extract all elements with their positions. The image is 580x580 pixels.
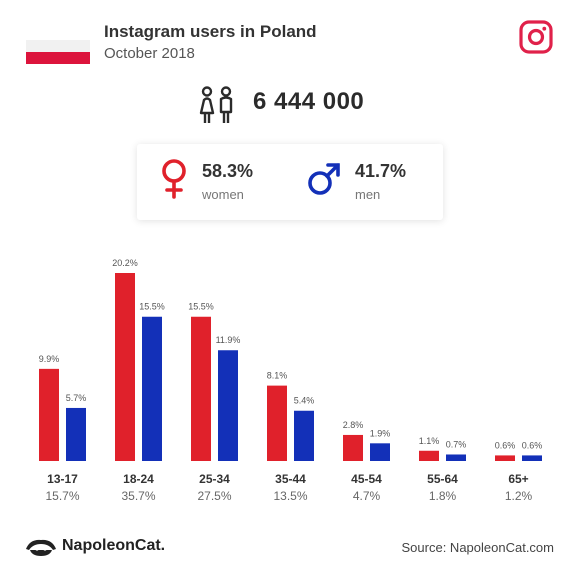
age-group-share-label: 4.7%: [353, 489, 381, 503]
data-label-men: 11.9%: [216, 335, 241, 345]
bar-men: [142, 316, 162, 461]
data-label-men: 5.4%: [294, 396, 315, 406]
bar-women: [495, 455, 515, 461]
bar-men: [218, 350, 238, 461]
age-group-label: 45-54: [351, 472, 382, 486]
age-group-label: 35-44: [275, 472, 306, 486]
age-group-share-label: 27.5%: [197, 489, 231, 503]
age-group-share-label: 1.2%: [505, 489, 533, 503]
age-gender-bar-chart: 9.9% 5.7% 13-17 15.7% 20.2% 15.5% 18-24 35.7% 15…: [39, 258, 543, 503]
men-label: men: [355, 187, 381, 202]
men-percentage: 41.7%: [355, 161, 407, 181]
data-label-women: 0.6%: [495, 440, 516, 450]
data-label-men: 15.5%: [139, 302, 165, 312]
male-icon: [308, 163, 340, 195]
data-label-women: 15.5%: [188, 302, 214, 312]
data-label-women: 9.9%: [39, 354, 60, 364]
data-label-men: 5.7%: [66, 393, 87, 403]
age-group-label: 65+: [508, 472, 528, 486]
bar-women: [343, 434, 363, 461]
bar-men: [446, 454, 466, 461]
age-group-share-label: 35.7%: [121, 489, 155, 503]
age-group-share-label: 13.5%: [273, 489, 307, 503]
bar-men: [522, 455, 542, 461]
women-percentage: 58.3%: [202, 161, 254, 181]
age-group-share-label: 15.7%: [45, 489, 79, 503]
chart-subtitle: October 2018: [104, 45, 195, 62]
users-icon: [199, 86, 233, 123]
bar-men: [294, 410, 314, 461]
bar-women: [191, 316, 211, 461]
age-group-label: 18-24: [123, 472, 154, 486]
instagram-icon: [519, 20, 553, 54]
brand-name: NapoleonCat.: [62, 537, 166, 554]
bar-women: [419, 450, 439, 461]
data-label-men: 0.6%: [522, 440, 543, 450]
data-label-women: 8.1%: [267, 371, 288, 381]
data-label-women: 20.2%: [112, 258, 138, 268]
age-group-label: 55-64: [427, 472, 458, 486]
female-icon: [162, 159, 186, 199]
chart-title: Instagram users in Poland: [104, 22, 317, 41]
data-label-women: 2.8%: [343, 420, 364, 430]
total-users-value: 6 444 000: [253, 88, 365, 115]
age-group-share-label: 1.8%: [429, 489, 457, 503]
data-label-women: 1.1%: [419, 436, 440, 446]
bar-men: [370, 443, 390, 461]
gender-split-card: 58.3% women 41.7% men: [137, 144, 443, 220]
source-text: Source: NapoleonCat.com: [401, 540, 554, 555]
napoleoncat-logo-icon: [26, 539, 56, 556]
data-label-men: 0.7%: [446, 439, 467, 449]
bar-women: [267, 385, 287, 461]
bar-women: [39, 368, 59, 461]
poland-flag: [26, 40, 90, 64]
bar-women: [115, 273, 135, 461]
age-group-label: 13-17: [47, 472, 78, 486]
data-label-men: 1.9%: [370, 428, 391, 438]
bar-men: [66, 407, 86, 461]
women-label: women: [202, 187, 244, 202]
age-group-label: 25-34: [199, 472, 230, 486]
